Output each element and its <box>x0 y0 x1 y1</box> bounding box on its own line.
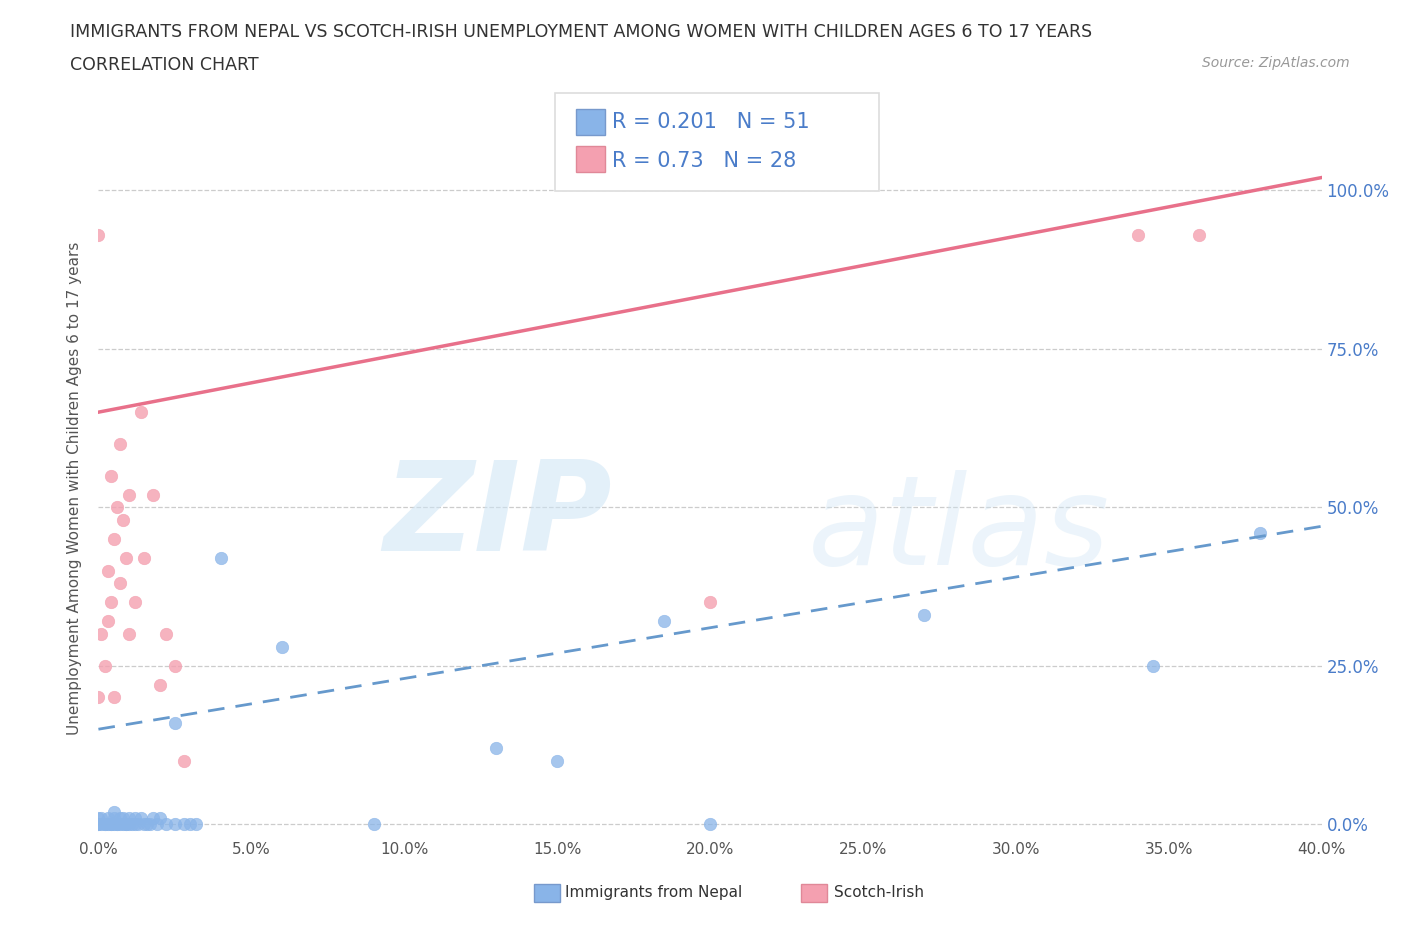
Point <box>186 817 208 831</box>
Text: IMMIGRANTS FROM NEPAL VS SCOTCH-IRISH UNEMPLOYMENT AMONG WOMEN WITH CHILDREN AGE: IMMIGRANTS FROM NEPAL VS SCOTCH-IRISH UN… <box>70 23 1092 41</box>
Point <box>139 817 162 831</box>
Text: R = 0.201   N = 51: R = 0.201 N = 51 <box>612 113 810 132</box>
Point <box>149 811 172 826</box>
Point <box>108 576 131 591</box>
Point <box>105 499 128 514</box>
Point <box>103 817 125 831</box>
Point <box>93 658 115 673</box>
Point <box>173 817 195 831</box>
Point <box>124 811 146 826</box>
Point <box>124 595 146 610</box>
Point <box>134 551 156 565</box>
Point <box>155 817 177 831</box>
Point <box>1142 658 1164 673</box>
Point <box>652 614 675 629</box>
Point <box>118 811 141 826</box>
Point <box>108 811 131 826</box>
Point <box>163 658 186 673</box>
Point <box>124 817 146 831</box>
Point <box>93 817 115 831</box>
Text: R = 0.73   N = 28: R = 0.73 N = 28 <box>612 152 796 171</box>
Text: CORRELATION CHART: CORRELATION CHART <box>70 56 259 73</box>
Point <box>97 811 120 826</box>
Point <box>485 741 508 756</box>
Point <box>87 227 110 242</box>
Point <box>912 607 935 622</box>
Point <box>87 811 110 826</box>
Point <box>118 487 141 502</box>
Point <box>149 677 172 692</box>
Point <box>100 817 122 831</box>
Point <box>90 627 112 642</box>
Point <box>115 817 138 831</box>
Point <box>105 817 128 831</box>
Point <box>118 817 141 831</box>
Point <box>90 817 112 831</box>
Point <box>145 817 167 831</box>
Point <box>363 817 385 831</box>
Text: ZIP: ZIP <box>384 456 612 577</box>
Point <box>100 595 122 610</box>
Point <box>142 487 165 502</box>
Point <box>699 817 721 831</box>
Point <box>546 753 568 768</box>
Point <box>111 817 134 831</box>
Point <box>103 811 125 826</box>
Point <box>209 551 232 565</box>
Point <box>115 551 138 565</box>
Point <box>87 817 110 831</box>
Point <box>115 817 138 831</box>
Point <box>87 817 110 831</box>
Point <box>111 811 134 826</box>
Text: atlas: atlas <box>808 470 1109 591</box>
Point <box>103 532 125 547</box>
Point <box>90 811 112 826</box>
Point <box>179 817 201 831</box>
Point <box>142 811 165 826</box>
Text: Immigrants from Nepal: Immigrants from Nepal <box>565 885 742 900</box>
Point <box>1188 227 1211 242</box>
Point <box>155 627 177 642</box>
Point <box>173 753 195 768</box>
Point <box>699 595 721 610</box>
Point <box>100 468 122 483</box>
Point <box>108 817 131 831</box>
Y-axis label: Unemployment Among Women with Children Ages 6 to 17 years: Unemployment Among Women with Children A… <box>67 242 83 735</box>
Point <box>103 690 125 705</box>
Point <box>136 817 159 831</box>
Point <box>108 436 131 451</box>
Point <box>87 690 110 705</box>
Point <box>93 817 115 831</box>
Text: Scotch-Irish: Scotch-Irish <box>834 885 924 900</box>
Point <box>111 512 134 527</box>
Point <box>1249 525 1271 540</box>
Point <box>129 405 152 419</box>
Point <box>127 817 149 831</box>
Point <box>100 817 122 831</box>
Point <box>97 564 120 578</box>
Point <box>163 715 186 730</box>
Point <box>103 804 125 819</box>
Point <box>97 614 120 629</box>
Point <box>105 817 128 831</box>
Point <box>118 627 141 642</box>
Point <box>134 817 156 831</box>
Point <box>270 639 292 654</box>
Point <box>129 811 152 826</box>
Point <box>163 817 186 831</box>
Point <box>1128 227 1150 242</box>
Point <box>121 817 143 831</box>
Text: Source: ZipAtlas.com: Source: ZipAtlas.com <box>1202 56 1350 70</box>
Point <box>97 817 120 831</box>
